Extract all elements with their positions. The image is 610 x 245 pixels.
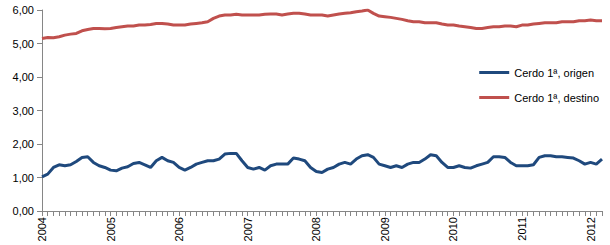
svg-text:Cerdo 1ª, destino: Cerdo 1ª, destino [514, 92, 599, 104]
svg-text:2008: 2008 [310, 217, 322, 241]
svg-text:2,00: 2,00 [13, 138, 34, 150]
svg-text:Cerdo 1ª, origen: Cerdo 1ª, origen [514, 67, 594, 79]
svg-text:4,00: 4,00 [13, 71, 34, 83]
svg-text:2010: 2010 [447, 217, 459, 241]
svg-text:5,00: 5,00 [13, 38, 34, 50]
svg-text:1,00: 1,00 [13, 172, 34, 184]
svg-text:2007: 2007 [242, 217, 254, 241]
svg-text:2009: 2009 [379, 217, 391, 241]
svg-text:2004: 2004 [36, 217, 48, 241]
svg-text:2005: 2005 [105, 217, 117, 241]
svg-text:6,00: 6,00 [13, 4, 34, 16]
svg-text:0,00: 0,00 [13, 205, 34, 217]
svg-text:2006: 2006 [173, 217, 185, 241]
svg-text:3,00: 3,00 [13, 105, 34, 117]
svg-text:2011: 2011 [516, 217, 528, 241]
svg-text:2012: 2012 [585, 217, 597, 241]
